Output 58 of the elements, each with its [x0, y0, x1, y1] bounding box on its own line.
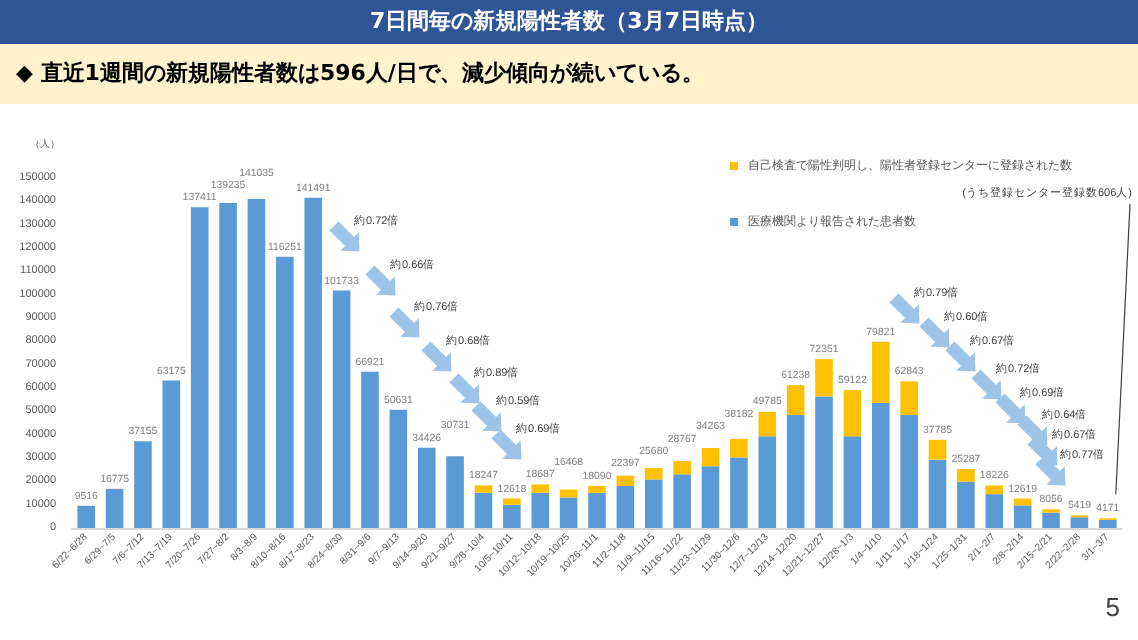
chart-title: 7日間毎の新規陽性者数（3月7日時点）: [0, 0, 1138, 44]
bar: [105, 488, 124, 528]
bar: [389, 409, 408, 528]
bar: [304, 197, 323, 528]
bar: [588, 485, 606, 493]
bar: [77, 505, 95, 528]
bar: [730, 438, 748, 458]
bar: [616, 486, 635, 528]
bar: [1070, 517, 1089, 528]
bar: [417, 447, 436, 528]
bar: [957, 481, 975, 528]
bar: [644, 468, 663, 480]
chart-subtitle: ◆ 直近1週間の新規陽性者数は596人/日で、減少傾向が続いている。: [0, 44, 1138, 104]
bar: [1099, 519, 1117, 528]
bar: [758, 436, 777, 528]
bar: [276, 256, 294, 528]
bar: [644, 479, 663, 528]
bar: [190, 207, 209, 528]
bar: [332, 290, 351, 528]
bar: [673, 460, 691, 475]
bar: [616, 475, 635, 486]
bar: [1042, 512, 1060, 528]
bar: [871, 402, 890, 528]
bar: [786, 385, 805, 416]
bar: [219, 203, 237, 528]
bar: [1013, 505, 1032, 528]
bar: [843, 436, 862, 528]
bar: [758, 411, 777, 437]
bar: [474, 492, 493, 528]
text: 5: [1105, 592, 1120, 622]
bar: [928, 439, 947, 460]
bar: [871, 341, 890, 403]
bar: [531, 492, 550, 528]
bar: [673, 474, 691, 528]
bar: [503, 498, 521, 505]
bar: [957, 469, 975, 482]
bar: [701, 466, 720, 528]
bar: [446, 456, 464, 528]
bar: [559, 497, 578, 528]
bar: [928, 459, 947, 528]
bar: [162, 380, 181, 528]
bar: [361, 371, 379, 528]
bar: [701, 448, 720, 467]
bar: [843, 390, 862, 437]
bar: [134, 441, 152, 528]
bar: [247, 198, 266, 528]
bar: [588, 492, 606, 528]
bar: [531, 484, 550, 493]
bar: [815, 359, 833, 397]
bar: [900, 381, 918, 416]
bar: [985, 485, 1004, 495]
bar: [900, 415, 918, 528]
bar: [503, 504, 521, 528]
bar: [786, 415, 805, 528]
bar: [815, 396, 833, 528]
bar: [730, 457, 748, 528]
bar: [474, 485, 493, 493]
bar: [985, 494, 1004, 528]
